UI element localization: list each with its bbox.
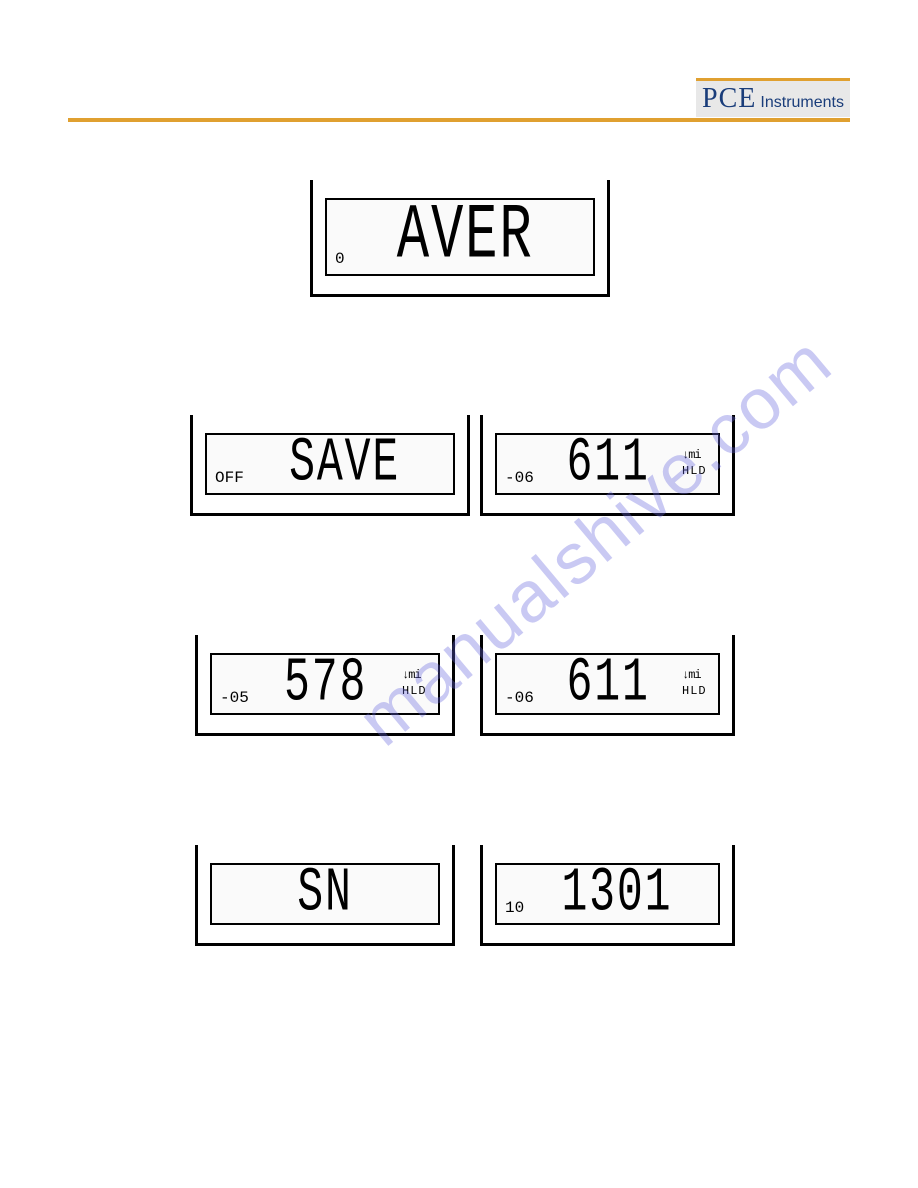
header-logo: PCE Instruments: [696, 78, 850, 117]
lcd-right-indicators: ↓mi HLD: [682, 668, 710, 699]
lcd-main-value: AVER: [357, 198, 573, 276]
lcd-right-indicators: ↓mi HLD: [402, 668, 430, 699]
lcd-inner: 0 AVER: [325, 198, 595, 276]
lcd-right-indicators: ↓mi HLD: [682, 448, 710, 479]
logo-sub-text: Instruments: [760, 94, 844, 112]
lcd-left-indicator: 0: [335, 250, 345, 268]
lcd-left-indicator: -06: [505, 689, 534, 707]
lcd-display-sn: SN: [195, 845, 455, 946]
lcd-main-value: 578: [256, 653, 394, 715]
lcd-hold-indicator: HLD: [402, 684, 430, 700]
lcd-display-611b: -06 611 ↓mi HLD: [480, 635, 735, 736]
lcd-display-578: -05 578 ↓mi HLD: [195, 635, 455, 736]
lcd-left-indicator: -05: [220, 689, 249, 707]
lcd-display-aver: 0 AVER: [310, 180, 610, 297]
logo-main-text: PCE: [702, 83, 756, 115]
lcd-inner: 10 1301: [495, 863, 720, 925]
lcd-inner: -06 611 ↓mi HLD: [495, 433, 720, 495]
header-divider: [68, 118, 850, 122]
lcd-display-611a: -06 611 ↓mi HLD: [480, 415, 735, 516]
lcd-hold-indicator: HLD: [682, 684, 710, 700]
lcd-main-value: SN: [231, 863, 420, 925]
lcd-unit-indicator: ↓mi: [682, 668, 710, 684]
lcd-inner: SN: [210, 863, 440, 925]
lcd-display-1301: 10 1301: [480, 845, 735, 946]
lcd-unit-indicator: ↓mi: [402, 668, 430, 684]
lcd-main-value: SAVE: [254, 433, 435, 495]
lcd-inner: -06 611 ↓mi HLD: [495, 653, 720, 715]
lcd-main-value: 611: [541, 433, 674, 495]
lcd-left-indicator: OFF: [215, 469, 244, 487]
lcd-hold-indicator: HLD: [682, 464, 710, 480]
lcd-main-value: 611: [541, 653, 674, 715]
lcd-inner: -05 578 ↓mi HLD: [210, 653, 440, 715]
lcd-display-save: OFF SAVE: [190, 415, 470, 516]
lcd-left-indicator: 10: [505, 899, 524, 917]
lcd-unit-indicator: ↓mi: [682, 448, 710, 464]
lcd-inner: OFF SAVE: [205, 433, 455, 495]
lcd-main-value: 1301: [533, 863, 700, 925]
logo-box: PCE Instruments: [696, 78, 850, 117]
lcd-left-indicator: -06: [505, 469, 534, 487]
